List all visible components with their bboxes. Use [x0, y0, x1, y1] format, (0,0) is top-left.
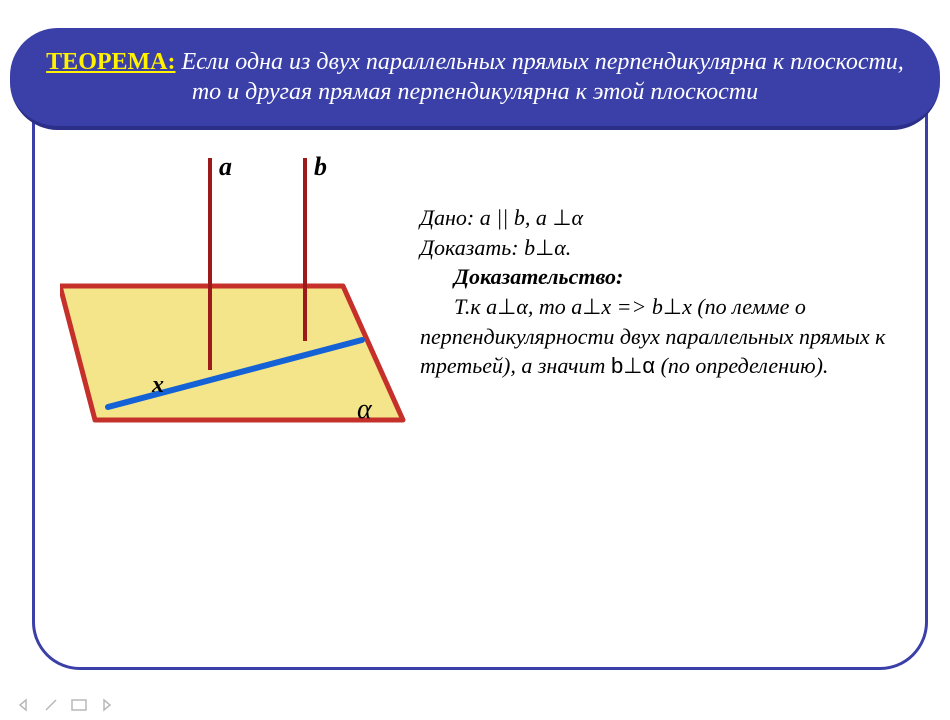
p1b: α, то a [516, 294, 582, 319]
given-line: Дано: a || b, a ⊥α [420, 203, 930, 233]
given-2: α [572, 205, 584, 230]
label-a: a [219, 152, 232, 181]
perp-icon: ⊥ [582, 294, 601, 319]
title-bar: ТЕОРЕМА: Если одна из двух параллельных … [10, 28, 940, 130]
perp-icon: ⊥ [623, 353, 642, 378]
label-b: b [314, 152, 327, 181]
p1f: α [642, 353, 655, 378]
prove-2: α. [554, 235, 571, 260]
label-alpha: α [357, 394, 373, 425]
content-area: a b x α Дано: a || b, a ⊥α Доказать: b⊥α… [60, 145, 920, 645]
proof-body: Т.к a⊥α, то a⊥x => b⊥x (по лемме о перпе… [420, 292, 930, 381]
p1c: x => b [601, 294, 662, 319]
plane-alpha [60, 286, 403, 420]
title-text: ТЕОРЕМА: Если одна из двух параллельных … [40, 47, 910, 107]
proof-heading: Доказательство: [420, 262, 930, 292]
prev-icon[interactable] [14, 696, 32, 714]
given-1: a || b, a [480, 205, 553, 230]
label-x: x [151, 372, 164, 398]
perp-icon: ⊥ [663, 294, 682, 319]
p1g: (по определению). [655, 353, 828, 378]
title-body: Если одна из двух параллельных прямых пе… [176, 49, 904, 105]
prove-1: b [524, 235, 535, 260]
next-icon[interactable] [98, 696, 116, 714]
p1e: b [611, 353, 623, 378]
proof-text: Дано: a || b, a ⊥α Доказать: b⊥α. Доказа… [420, 203, 930, 381]
nav-controls [14, 696, 116, 714]
pen-icon[interactable] [42, 696, 60, 714]
geometry-diagram: a b x α [60, 145, 415, 465]
given-label: Дано: [420, 205, 480, 230]
perp-icon: ⊥ [497, 294, 516, 319]
prove-label: Доказать: [420, 235, 524, 260]
menu-icon[interactable] [70, 696, 88, 714]
prove-line: Доказать: b⊥α. [420, 233, 930, 263]
p1a: Т.к a [454, 294, 497, 319]
title-lead: ТЕОРЕМА: [46, 49, 175, 75]
perp-icon: ⊥ [552, 205, 571, 230]
perp-icon: ⊥ [535, 235, 554, 260]
